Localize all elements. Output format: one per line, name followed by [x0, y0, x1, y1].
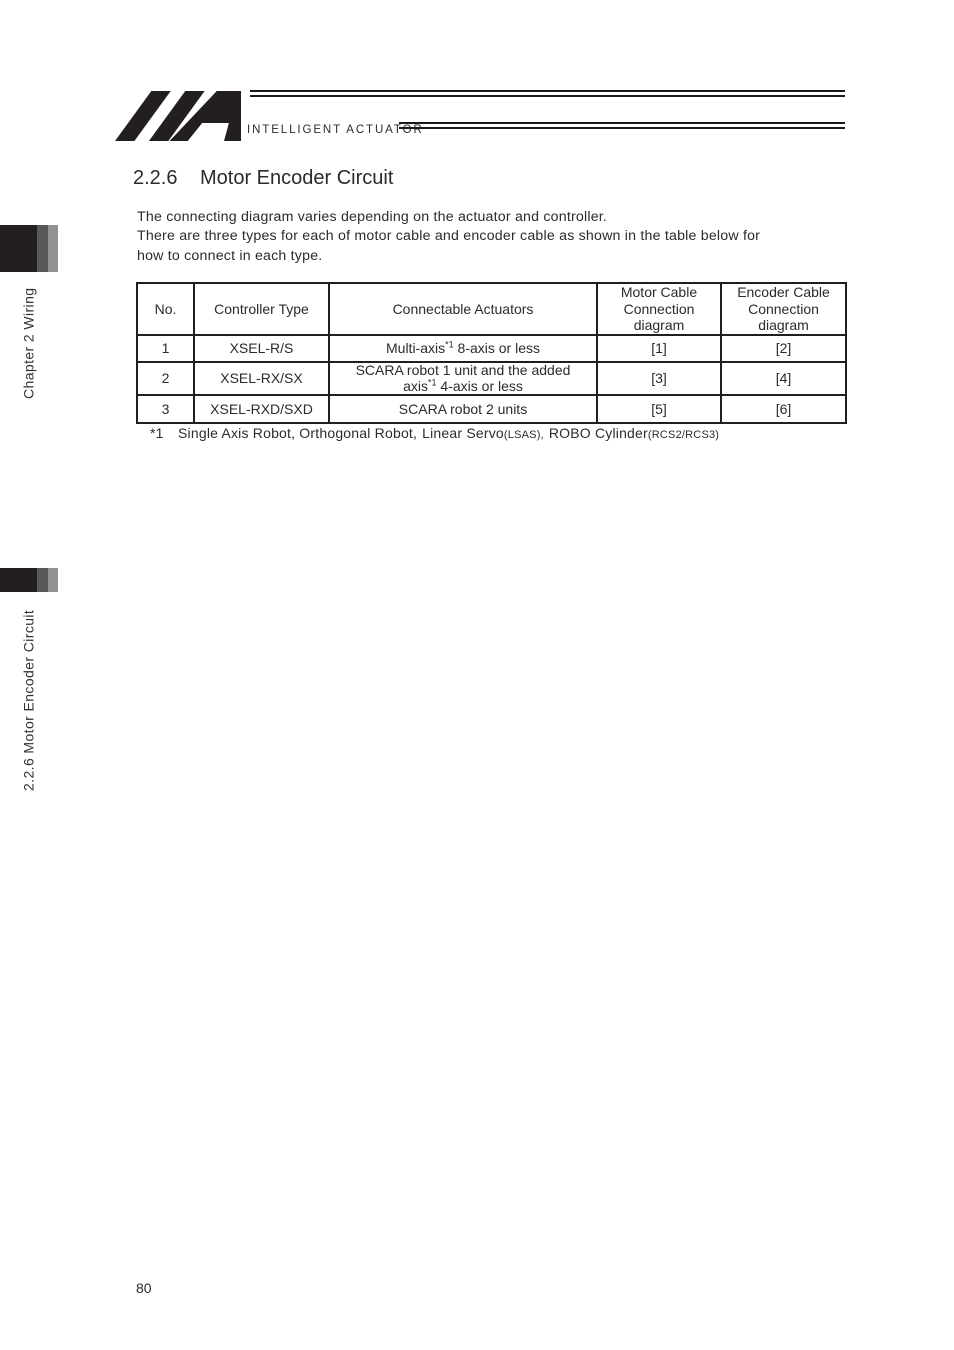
cell-encoder-diagram: [4] [720, 361, 847, 396]
col-header-actuators: Connectable Actuators [328, 282, 598, 336]
cell-actuators: SCARA robot 1 unit and the added axis*1 4… [328, 361, 598, 396]
section-tab-marker [0, 568, 58, 592]
tab-segment-lightgray [48, 568, 58, 592]
header-rule-mid-2 [399, 127, 845, 129]
table-header-row: No. Controller Type Connectable Actuator… [136, 282, 847, 336]
tab-segment-black [0, 568, 37, 592]
intro-line: The connecting diagram varies depending … [137, 209, 608, 225]
tab-segment-black [0, 225, 37, 272]
footnote-marker: *1 [150, 425, 164, 441]
intro-paragraph: The connecting diagram varies depending … [137, 208, 760, 266]
tab-segment-darkgray [37, 225, 48, 272]
header-rule-top-2 [250, 95, 845, 97]
section-number: 2.2.6 [133, 167, 178, 189]
col-header-no: No. [136, 282, 195, 336]
cell-no: 1 [136, 334, 195, 363]
cell-controller: XSEL-R/S [193, 334, 330, 363]
table-footnote: *1 Single Axis Robot, Orthogonal Robot, Li… [150, 425, 720, 441]
cell-motor-diagram: [5] [596, 394, 722, 424]
intro-line: There are three types for each of motor … [137, 228, 761, 245]
table-row: 2 XSEL-RX/SX SCARA robot 1 unit and the … [136, 361, 847, 396]
footnote-ref: *1 [428, 376, 437, 387]
tab-segment-lightgray [48, 225, 58, 272]
section-title-text: Motor Encoder Circuit [200, 167, 394, 189]
sidebar-chapter-label: Chapter 2 Wiring [20, 287, 37, 399]
cell-controller: XSEL-RXD/SXD [193, 394, 330, 424]
cell-actuators: Multi-axis*1 8-axis or less [328, 334, 598, 363]
table-row: 1 XSEL-R/S Multi-axis*1 8-axis or less [… [136, 334, 847, 363]
cell-no: 2 [136, 361, 195, 396]
sidebar-section-label: 2.2.6 Motor Encoder Circuit [20, 609, 37, 791]
cell-motor-diagram: [3] [596, 361, 722, 396]
col-header-encoder-cable: Encoder Cable Connection diagram [720, 282, 847, 336]
section-title: 2.2.6 Motor Encoder Circuit [133, 167, 393, 190]
page-number: 80 [136, 1280, 152, 1296]
intro-line: how to connect in each type. [137, 247, 323, 264]
cell-motor-diagram: [1] [596, 334, 722, 363]
cell-encoder-diagram: [6] [720, 394, 847, 424]
cell-controller: XSEL-RX/SX [193, 361, 330, 396]
chapter-tab-marker [0, 225, 58, 272]
col-header-motor-cable: Motor Cable Connection diagram [596, 282, 722, 336]
iai-logo-icon [115, 91, 241, 141]
cell-no: 3 [136, 394, 195, 424]
tab-segment-darkgray [37, 568, 48, 592]
header-rule-top-1 [250, 90, 845, 92]
brand-text: INTELLIGENT ACTUATOR [247, 124, 424, 136]
table-row: 3 XSEL-RXD/SXD SCARA robot 2 units [5] [… [136, 394, 847, 424]
cell-actuators: SCARA robot 2 units [328, 394, 598, 424]
header-rule-mid-1 [399, 122, 845, 124]
connection-diagram-table: No. Controller Type Connectable Actuator… [136, 282, 847, 424]
footnote-ref: *1 [445, 339, 454, 350]
cell-encoder-diagram: [2] [720, 334, 847, 363]
col-header-controller: Controller Type [193, 282, 330, 336]
